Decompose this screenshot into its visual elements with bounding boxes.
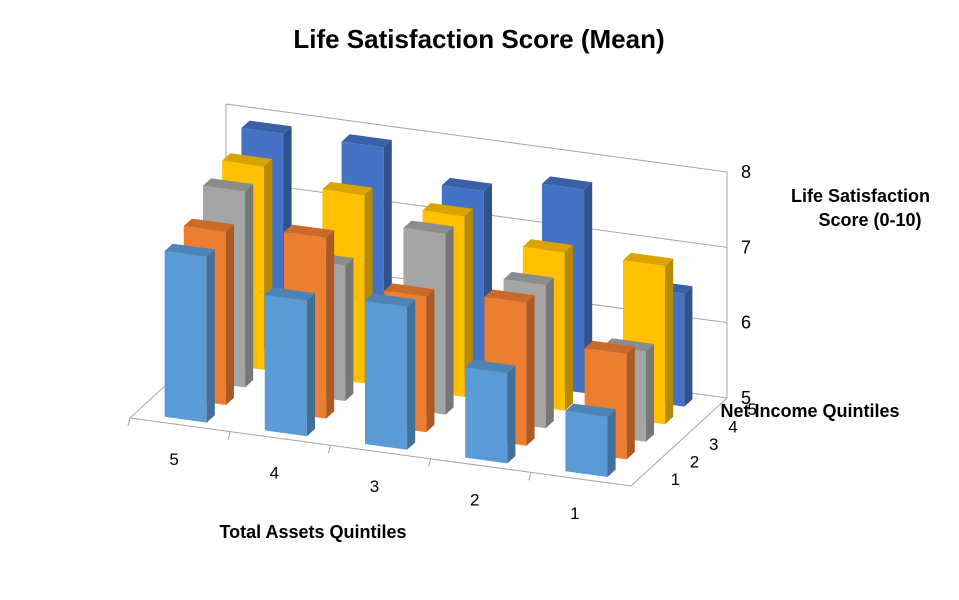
bar-side-face <box>684 286 693 407</box>
x-tick-mark <box>428 458 432 467</box>
bar-side-face <box>407 299 416 450</box>
y-tick-label: 5 <box>747 400 756 419</box>
bar-top-face <box>322 181 373 195</box>
bar-side-face <box>464 208 473 397</box>
chart-title: Life Satisfaction Score (Mean) <box>293 24 664 54</box>
bar-top-face <box>542 176 593 190</box>
bar-side-face <box>526 295 535 446</box>
bar <box>164 243 215 423</box>
bar-top-face <box>203 178 254 192</box>
bar-top-face <box>183 218 234 232</box>
bar-side-face <box>206 249 215 423</box>
bar-top-face <box>365 293 416 307</box>
bar-top-face <box>503 271 554 285</box>
z-axis-title-line-2: Score (0-10) <box>818 210 921 230</box>
x-tick-label: 4 <box>270 463 279 482</box>
bar-front-face <box>465 367 508 464</box>
bar-side-face <box>326 230 335 419</box>
z-tick-label: 7 <box>741 237 751 257</box>
bar-side-face <box>306 293 315 437</box>
z-tick-label: 8 <box>741 162 751 182</box>
bar-top-face <box>465 359 516 373</box>
bars <box>164 120 693 477</box>
y-axis-line <box>630 397 728 487</box>
bar <box>365 293 416 450</box>
bar-top-face <box>264 287 315 301</box>
z-axis-ticks: 5 6 7 8 <box>741 162 751 408</box>
bar-top-face <box>403 220 454 234</box>
bar-top-face <box>422 203 473 217</box>
bar <box>465 359 516 464</box>
bar-front-face <box>264 294 307 437</box>
bar-top-face <box>623 252 674 266</box>
bar <box>264 287 315 437</box>
bar-side-face <box>345 258 354 401</box>
y-tick-label: 1 <box>671 470 680 489</box>
bar-top-face <box>341 134 392 148</box>
bar-top-face <box>384 283 435 297</box>
bar-top-face <box>565 403 616 417</box>
bar-top-face <box>164 243 215 257</box>
bar-top-face <box>584 340 635 354</box>
y-tick-label: 2 <box>690 453 699 472</box>
bar-side-face <box>545 277 554 429</box>
bar-front-face <box>565 411 608 477</box>
bar-top-face <box>441 177 492 191</box>
bar-side-face <box>245 184 254 388</box>
y-axis-title: Net Income Quintiles <box>720 401 899 421</box>
bar-top-face <box>284 224 335 238</box>
bar-side-face <box>564 245 573 411</box>
bar-top-face <box>522 239 573 253</box>
x-axis-ticks: 5 4 3 2 1 <box>127 417 580 523</box>
bar-top-face <box>222 153 273 167</box>
bar-top-face <box>484 289 535 303</box>
x-tick-label: 5 <box>169 450 178 469</box>
gridline <box>225 103 728 173</box>
x-tick-label: 1 <box>570 504 579 523</box>
bar-side-face <box>665 258 674 425</box>
x-tick-mark <box>327 445 331 454</box>
x-tick-label: 3 <box>370 477 379 496</box>
bar-top-face <box>241 120 292 134</box>
bar-front-face <box>365 300 408 450</box>
bar-front-face <box>164 251 207 423</box>
bar-side-face <box>626 346 635 460</box>
x-tick-label: 2 <box>470 491 479 510</box>
z-axis-title-line-1: Life Satisfaction <box>791 186 930 206</box>
z-tick-label: 5 <box>741 388 751 408</box>
z-tick-label: 6 <box>741 313 751 333</box>
y-tick-label: 3 <box>709 435 718 454</box>
x-axis-title: Total Assets Quintiles <box>219 522 406 542</box>
bar-side-face <box>645 344 654 442</box>
z-axis-title: Life Satisfaction Score (0-10) <box>791 186 935 230</box>
y-axis-title-text: Net Income Quintiles <box>720 401 899 421</box>
x-tick-mark <box>227 431 231 440</box>
bar-top-face <box>603 338 654 352</box>
y-tick-label: 4 <box>728 417 737 436</box>
x-tick-mark <box>528 472 532 481</box>
x-axis-line <box>129 417 632 487</box>
bar <box>565 403 616 477</box>
bar-side-face <box>225 224 234 405</box>
bar-side-face <box>445 226 454 415</box>
x-tick-mark <box>127 417 131 427</box>
bar <box>584 340 635 460</box>
bar-side-face <box>507 365 516 464</box>
bar-side-face <box>607 409 616 477</box>
bar-side-face <box>426 289 435 433</box>
bar-side-face <box>584 182 593 393</box>
